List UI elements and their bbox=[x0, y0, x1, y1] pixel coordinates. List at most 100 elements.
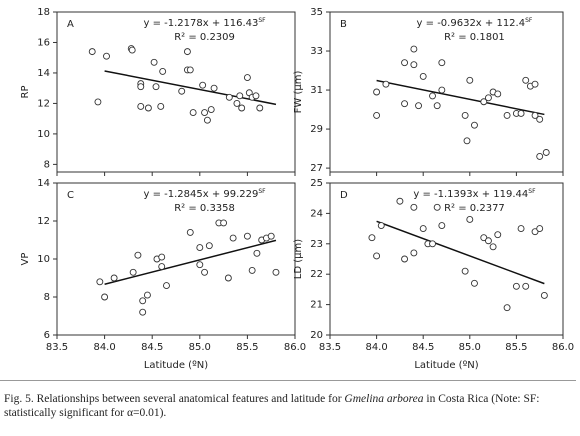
point bbox=[536, 115, 544, 123]
y-tick-label: 8 bbox=[44, 292, 50, 303]
panel-letter: A bbox=[67, 19, 74, 30]
point bbox=[373, 111, 381, 119]
y-tick-label: 23 bbox=[310, 239, 323, 250]
y-axis-label: RP bbox=[20, 86, 31, 99]
y-tick-label: 24 bbox=[310, 208, 323, 219]
point bbox=[110, 274, 118, 282]
point bbox=[94, 98, 102, 106]
y-tick-label: 20 bbox=[310, 330, 323, 341]
point bbox=[272, 268, 280, 276]
caption: Fig. 5. Relationships between several an… bbox=[4, 392, 564, 420]
point bbox=[207, 106, 215, 113]
point bbox=[137, 83, 145, 91]
point bbox=[368, 234, 376, 242]
y-tick-label: 31 bbox=[310, 85, 323, 96]
point bbox=[158, 263, 166, 271]
point bbox=[536, 225, 544, 233]
point bbox=[233, 99, 241, 107]
point bbox=[401, 59, 409, 67]
point bbox=[542, 149, 550, 156]
point bbox=[429, 240, 436, 248]
y-tick-label: 12 bbox=[37, 98, 50, 109]
point bbox=[129, 268, 137, 276]
point bbox=[253, 249, 261, 257]
x-tick-label: 83.5 bbox=[46, 342, 68, 353]
point bbox=[466, 216, 474, 223]
y-tick-label: 27 bbox=[310, 163, 323, 174]
point bbox=[128, 46, 136, 54]
point bbox=[522, 282, 530, 290]
point bbox=[143, 291, 151, 299]
caption-text: Fig. 5. Relationships between several an… bbox=[4, 393, 345, 405]
point bbox=[178, 87, 186, 95]
point bbox=[512, 282, 520, 290]
point bbox=[382, 80, 390, 88]
point bbox=[489, 243, 497, 251]
x-axis-label: Latitude (ºN) bbox=[144, 360, 208, 371]
point bbox=[224, 274, 232, 282]
r-squared: R² = 0.2309 bbox=[174, 32, 235, 43]
y-tick-label: 18 bbox=[37, 7, 50, 18]
point bbox=[480, 234, 488, 242]
y-tick-label: 10 bbox=[37, 254, 50, 265]
x-tick-label: 85.0 bbox=[189, 342, 211, 353]
x-axis-label: Latitude (ºN) bbox=[414, 360, 478, 371]
point bbox=[433, 102, 441, 110]
point bbox=[419, 72, 427, 80]
y-tick-label: 21 bbox=[310, 300, 323, 311]
point bbox=[522, 76, 530, 84]
trend-line bbox=[104, 70, 277, 106]
y-axis-label: FW (µm) bbox=[293, 71, 304, 114]
x-tick-label: 85.5 bbox=[505, 342, 527, 353]
trend-line bbox=[376, 220, 545, 285]
point bbox=[150, 58, 158, 66]
point bbox=[243, 74, 251, 81]
y-axis-label: LD (µm) bbox=[293, 239, 304, 279]
x-tick-label: 84.0 bbox=[93, 342, 115, 353]
point bbox=[410, 249, 418, 257]
y-tick-label: 8 bbox=[44, 159, 50, 170]
r-squared: R² = 0.3358 bbox=[174, 203, 235, 214]
equation-text: y = -1.2845x + 99.229 bbox=[143, 189, 258, 200]
point bbox=[494, 231, 502, 239]
point bbox=[144, 104, 152, 112]
point bbox=[256, 104, 264, 112]
point bbox=[103, 52, 110, 60]
y-tick-label: 14 bbox=[37, 68, 50, 79]
x-tick-label: 85.5 bbox=[236, 342, 258, 353]
y-tick-label: 6 bbox=[44, 330, 50, 341]
point bbox=[540, 292, 548, 299]
point bbox=[267, 232, 275, 240]
point bbox=[243, 232, 251, 240]
point bbox=[517, 225, 525, 233]
point bbox=[517, 110, 525, 117]
point bbox=[137, 103, 145, 110]
point bbox=[410, 203, 418, 211]
point bbox=[373, 252, 381, 260]
point bbox=[229, 234, 237, 242]
trend-line bbox=[104, 239, 277, 285]
point bbox=[225, 93, 233, 101]
y-axis-label: VP bbox=[20, 253, 31, 266]
equation: y = -1.2845x + 99.229SF bbox=[143, 188, 266, 201]
point bbox=[201, 109, 209, 117]
point bbox=[201, 268, 209, 276]
point bbox=[494, 90, 502, 98]
y-tick-label: 14 bbox=[37, 178, 50, 189]
point bbox=[248, 266, 256, 274]
point bbox=[503, 304, 511, 312]
trend-line bbox=[376, 79, 545, 116]
point bbox=[210, 84, 218, 92]
caption-text: in Costa Rica (Note: SF: statistically s… bbox=[4, 393, 540, 419]
point bbox=[196, 244, 204, 252]
separator bbox=[0, 380, 576, 381]
point bbox=[484, 94, 492, 102]
point bbox=[531, 80, 539, 88]
point bbox=[438, 222, 446, 230]
point bbox=[238, 104, 246, 112]
panel-letter: D bbox=[340, 190, 348, 201]
point bbox=[401, 255, 409, 263]
equation: y = -1.2178x + 116.43SF bbox=[143, 17, 266, 30]
x-tick-label: 86.0 bbox=[284, 342, 306, 353]
